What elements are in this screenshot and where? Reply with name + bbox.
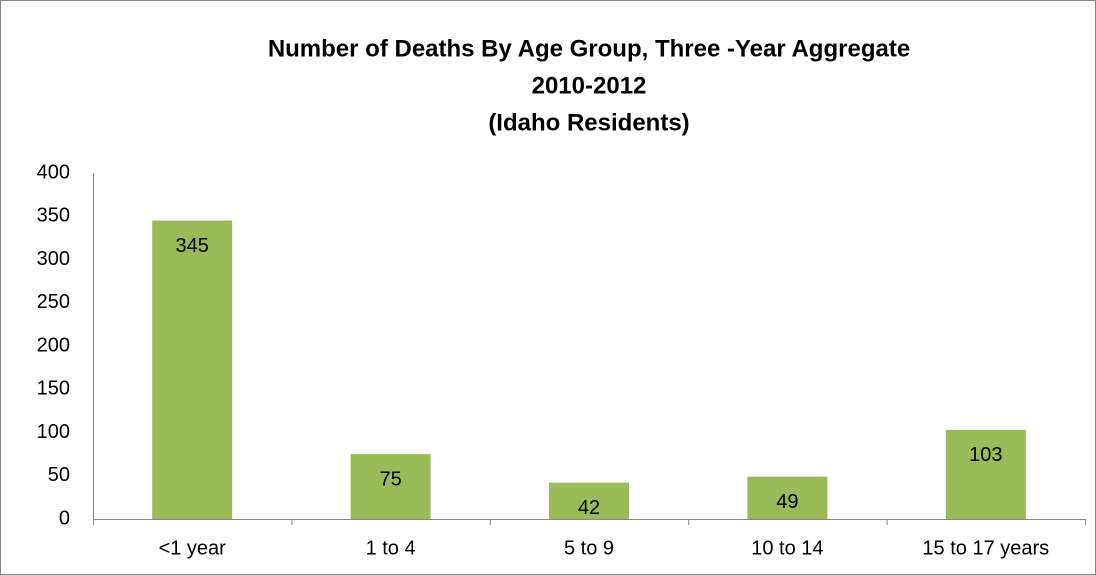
x-tick-label: 15 to 17 years [922, 537, 1049, 559]
y-tick-label: 400 [37, 161, 70, 183]
bar [549, 482, 629, 519]
y-tick-label: 200 [37, 334, 70, 356]
y-tick-label: 300 [37, 248, 70, 270]
bar [152, 220, 233, 519]
x-tick-label: 5 to 9 [564, 537, 614, 559]
y-tick-label: 150 [37, 378, 70, 400]
x-tick-label: 10 to 14 [751, 537, 823, 559]
data-label: 75 [379, 468, 401, 490]
data-label: 103 [969, 444, 1002, 466]
data-label: 49 [776, 491, 798, 513]
bar [350, 454, 431, 519]
y-tick-label: 350 [37, 205, 70, 227]
y-tick-label: 0 [59, 507, 70, 529]
y-tick-label: 250 [37, 291, 70, 313]
bar [747, 476, 828, 519]
chart-title: Number of Deaths By Age Group, Three -Ye… [268, 35, 910, 62]
x-tick-label: 1 to 4 [366, 537, 416, 559]
x-tick-label: <1 year [159, 537, 227, 559]
y-tick-label: 100 [37, 421, 70, 443]
chart-title: (Idaho Residents) [488, 109, 689, 136]
chart-title: 2010-2012 [532, 72, 647, 99]
data-label: 42 [578, 497, 600, 519]
bar [945, 429, 1026, 519]
y-tick-label: 50 [48, 464, 70, 486]
data-label: 345 [176, 235, 209, 257]
